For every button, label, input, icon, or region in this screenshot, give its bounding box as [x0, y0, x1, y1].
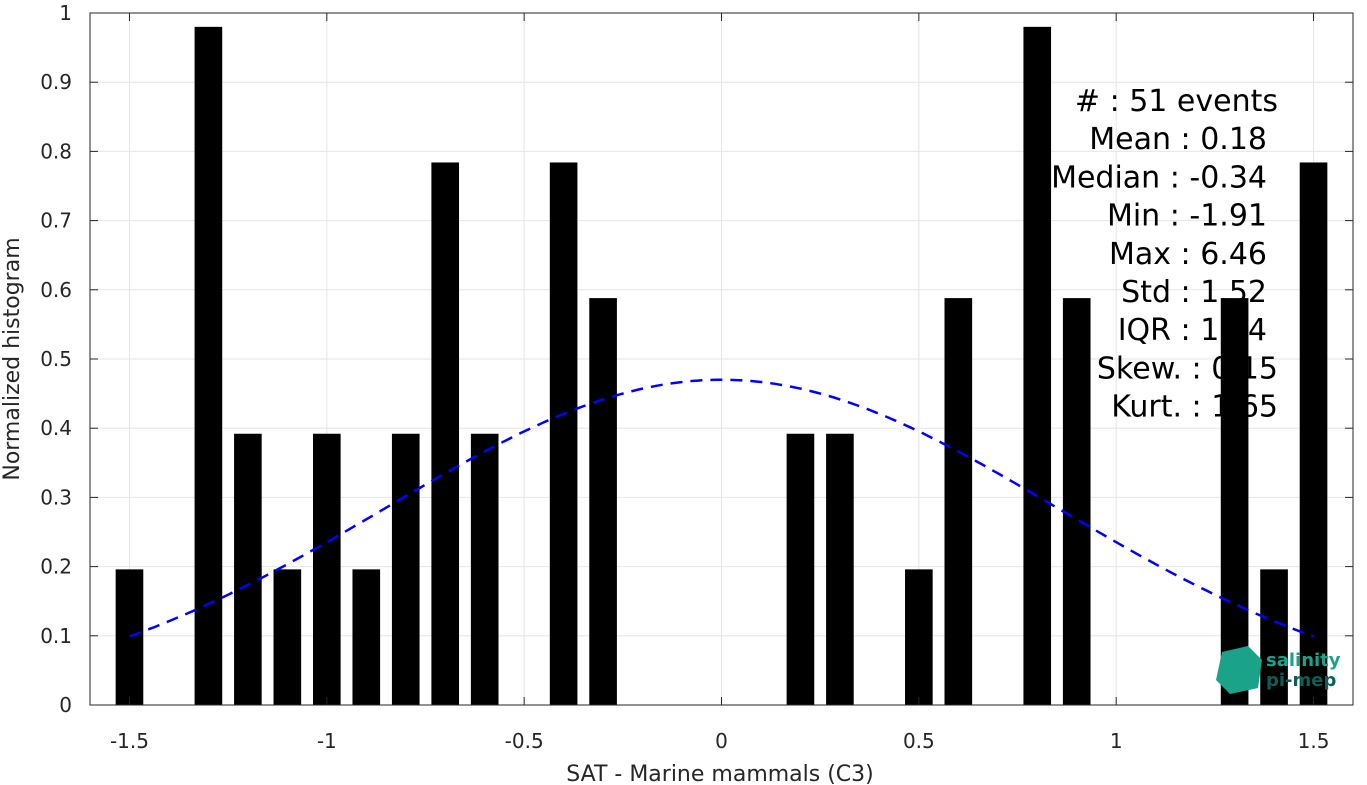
- histogram-bar: [549, 162, 578, 706]
- logo-line1: salinity: [1266, 650, 1341, 671]
- stats-line: Std : 1.52: [1121, 275, 1267, 310]
- histogram-bar: [944, 298, 973, 705]
- y-tick-label: 0.3: [40, 485, 72, 509]
- stats-line: Max : 6.46: [1109, 237, 1267, 272]
- y-axis-label: Normalized histogram: [0, 237, 25, 480]
- x-tick-label: 0: [715, 729, 728, 753]
- y-tick-label: 0.5: [40, 347, 72, 371]
- stats-line: Median : -0.34: [1051, 160, 1267, 195]
- histogram-bars: [115, 26, 1328, 706]
- histogram-bar: [1299, 162, 1328, 706]
- histogram-bar: [1260, 569, 1288, 705]
- histogram-bar: [312, 433, 341, 705]
- normal-fit-curve: [129, 378, 1314, 638]
- y-tick-label: 0.6: [40, 278, 72, 302]
- y-tick-label: 0.9: [40, 70, 72, 94]
- stats-line: Kurt. : 1.65: [1111, 390, 1278, 425]
- x-tick-label: 1.5: [1298, 729, 1330, 753]
- y-tick-label: 1: [59, 1, 72, 25]
- histogram-bar: [431, 162, 460, 706]
- y-tick-label: 0.8: [40, 139, 72, 163]
- y-tick-label: 0.2: [40, 555, 72, 579]
- x-axis-label: SAT - Marine mammals (C3): [566, 762, 874, 785]
- x-tick-label: -0.5: [505, 729, 544, 753]
- x-axis-ticks: -1.5 -1 -0.5 0 0.5 1 1.5: [110, 13, 1329, 753]
- histogram-bar: [905, 569, 933, 705]
- y-tick-label: 0.7: [40, 209, 72, 233]
- logo-cube-icon: [1216, 646, 1262, 694]
- histogram-bar: [1062, 298, 1091, 705]
- stats-line: Skew. : 0.15: [1097, 351, 1278, 386]
- y-axis-ticks: 0 0.1 0.2 0.3 0.4 0.5 0.6 0.7 0.8 0.9 1: [40, 1, 1353, 717]
- histogram-bar: [470, 433, 499, 705]
- stats-line: Mean : 0.18: [1089, 122, 1267, 157]
- y-tick-label: 0: [59, 693, 72, 717]
- histogram-bar: [786, 433, 815, 705]
- salinity-pimep-logo: salinity pi-mep: [1216, 646, 1341, 694]
- x-tick-label: 1: [1110, 729, 1123, 753]
- histogram-bar: [273, 569, 302, 705]
- histogram-bar: [1220, 298, 1249, 705]
- x-tick-label: -1.5: [110, 729, 149, 753]
- y-tick-label: 0.1: [40, 624, 72, 648]
- histogram-bar: [194, 26, 223, 705]
- histogram-bar: [115, 569, 144, 705]
- x-tick-label: -1: [317, 729, 337, 753]
- stats-line: # : 51 events: [1075, 84, 1278, 119]
- stats-line: Min : -1.91: [1107, 199, 1267, 234]
- histogram-bar: [1023, 26, 1052, 705]
- x-tick-label: 0.5: [903, 729, 935, 753]
- histogram-bar: [589, 298, 617, 705]
- histogram-bar: [391, 433, 420, 705]
- histogram-bar: [352, 569, 381, 705]
- y-tick-label: 0.4: [40, 416, 72, 440]
- histogram-bar: [234, 433, 262, 705]
- logo-line2: pi-mep: [1266, 670, 1336, 691]
- histogram-bar: [826, 433, 854, 705]
- stats-line: IQR : 1.64: [1118, 313, 1267, 348]
